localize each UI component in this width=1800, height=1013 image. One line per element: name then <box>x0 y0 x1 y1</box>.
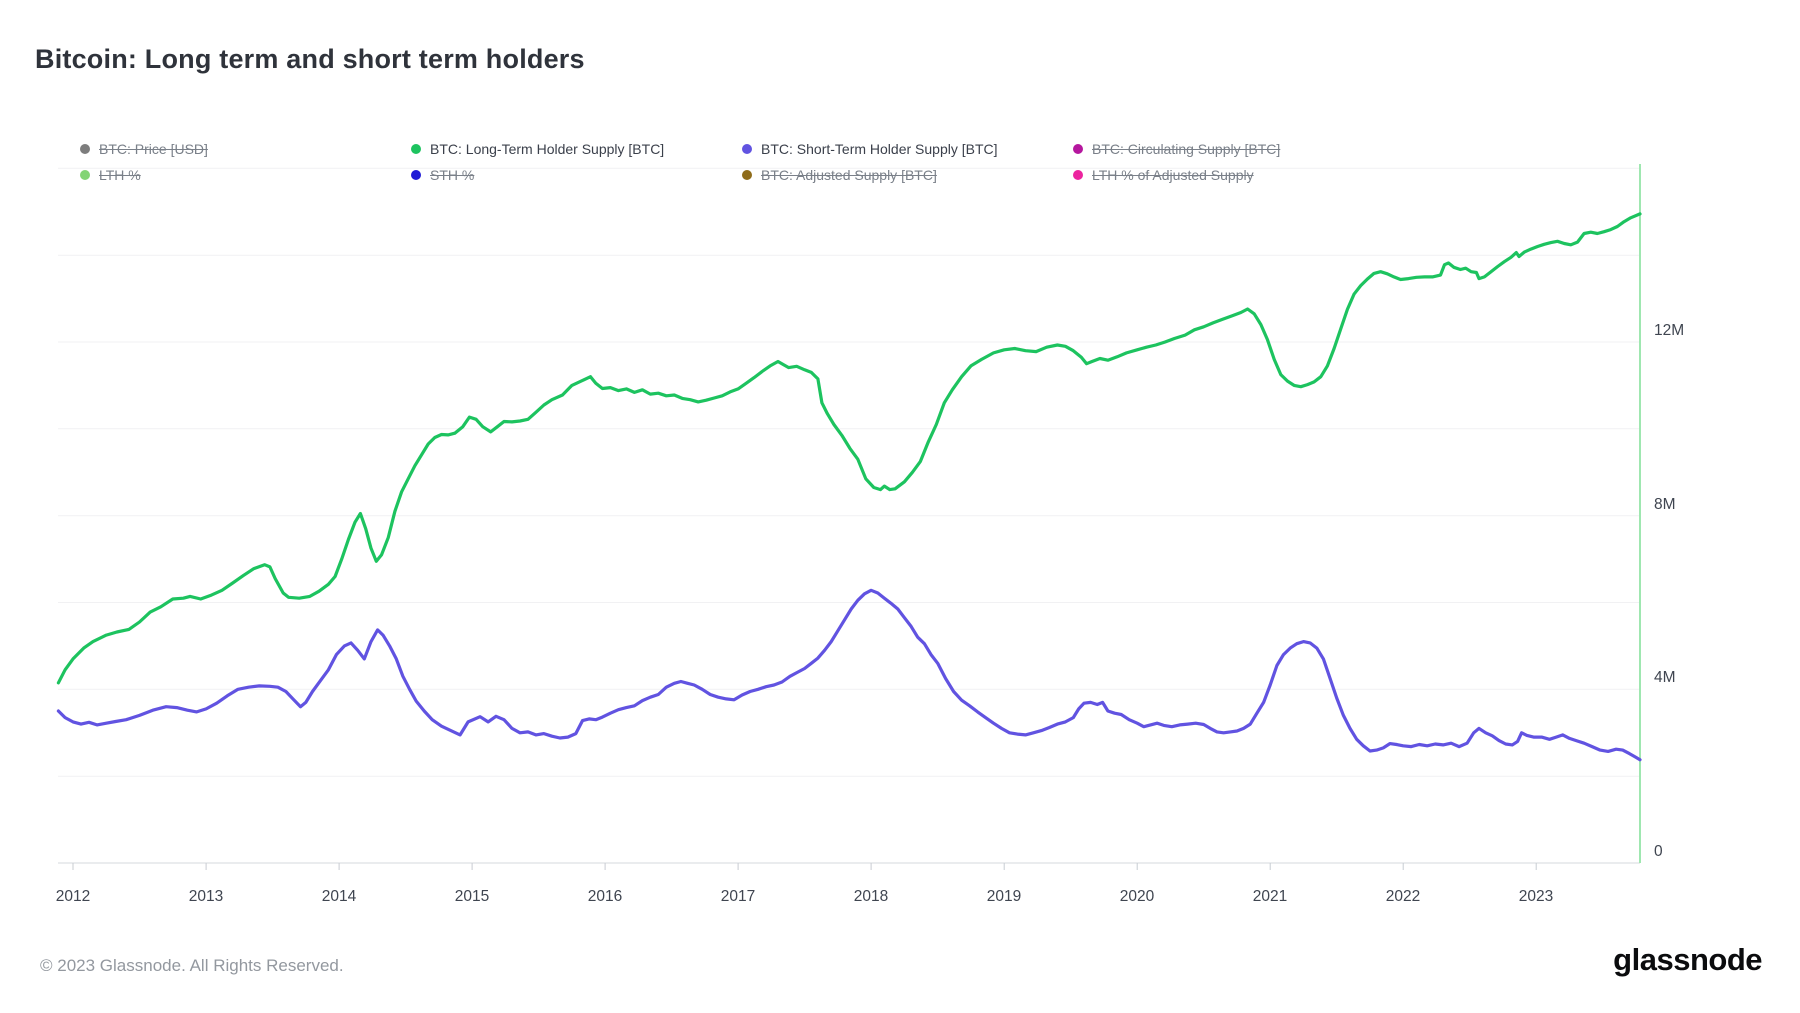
y-axis-label-12m: 12M <box>1654 322 1685 339</box>
y-axis-label-4m: 4M <box>1654 669 1676 686</box>
legend-item-btc-circulating-supply-btc[interactable]: BTC: Circulating Supply [BTC] <box>1073 140 1280 158</box>
x-axis-label-2020: 2020 <box>1119 888 1155 905</box>
legend-label: BTC: Price [USD] <box>99 141 208 157</box>
lth-supply-line <box>56 212 1642 685</box>
legend-label: LTH % of Adjusted Supply <box>1092 167 1254 183</box>
x-axis-label-2019: 2019 <box>986 888 1022 905</box>
copyright-text: © 2023 Glassnode. All Rights Reserved. <box>40 956 344 975</box>
x-axis-label-2013: 2013 <box>188 888 224 905</box>
y-axis-label-8m: 8M <box>1654 496 1676 513</box>
legend-item-btc-adjusted-supply-btc[interactable]: BTC: Adjusted Supply [BTC] <box>742 166 937 184</box>
legend-dot-icon <box>1073 170 1083 180</box>
legend-dot-icon <box>80 170 90 180</box>
x-axis-label-2017: 2017 <box>720 888 756 905</box>
legend-label: BTC: Adjusted Supply [BTC] <box>761 167 937 183</box>
legend-label: STH % <box>430 167 475 183</box>
x-axis-label-2021: 2021 <box>1252 888 1288 905</box>
legend-label: BTC: Short-Term Holder Supply [BTC] <box>761 141 998 157</box>
x-axis-label-2015: 2015 <box>454 888 490 905</box>
x-axis-label-2014: 2014 <box>321 888 357 905</box>
legend-dot-icon <box>742 170 752 180</box>
legend-label: BTC: Circulating Supply [BTC] <box>1092 141 1281 157</box>
x-axis-label-2022: 2022 <box>1385 888 1421 905</box>
legend-label: LTH % <box>99 167 141 183</box>
glassnode-logo: glassnode <box>1613 942 1762 977</box>
legend-dot-icon <box>742 144 752 154</box>
legend-item-btc-price-usd[interactable]: BTC: Price [USD] <box>80 140 208 158</box>
legend-item-btc-long-term-holder-supply-btc[interactable]: BTC: Long-Term Holder Supply [BTC] <box>411 140 664 158</box>
x-axis-label-2012: 2012 <box>55 888 91 905</box>
sth-supply-line <box>56 588 1642 762</box>
chart-legend: BTC: Price [USD] BTC: Long-Term Holder Su… <box>0 0 1800 190</box>
legend-dot-icon <box>411 144 421 154</box>
legend-dot-icon <box>80 144 90 154</box>
legend-item-lth[interactable]: LTH % <box>80 166 141 184</box>
legend-item-sth[interactable]: STH % <box>411 166 474 184</box>
y-axis-label-0: 0 <box>1654 843 1663 860</box>
x-axis-label-2023: 2023 <box>1518 888 1554 905</box>
x-axis-label-2016: 2016 <box>587 888 623 905</box>
legend-dot-icon <box>411 170 421 180</box>
x-axis-label-2018: 2018 <box>853 888 889 905</box>
page-title: Bitcoin: Long term and short term holder… <box>35 44 585 74</box>
legend-item-btc-short-term-holder-supply-btc[interactable]: BTC: Short-Term Holder Supply [BTC] <box>742 140 998 158</box>
legend-label: BTC: Long-Term Holder Supply [BTC] <box>430 141 665 157</box>
legend-item-lth-of-adjusted-supply[interactable]: LTH % of Adjusted Supply <box>1073 166 1254 184</box>
legend-dot-icon <box>1073 144 1083 154</box>
